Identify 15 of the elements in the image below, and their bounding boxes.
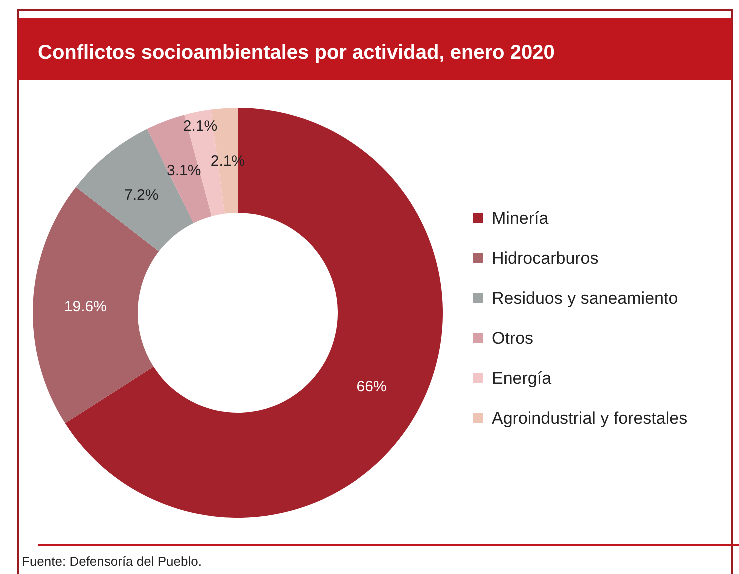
donut-slice <box>65 108 443 518</box>
legend-label: Hidrocarburos <box>492 248 599 268</box>
legend-label: Minería <box>492 208 550 228</box>
donut-slice <box>33 187 160 424</box>
data-label: 19.6% <box>64 298 107 316</box>
data-label: 7.2% <box>124 187 159 204</box>
legend-label: Energía <box>492 368 552 388</box>
legend-label: Residuos y saneamiento <box>492 288 678 308</box>
legend-label: Otros <box>492 328 534 348</box>
legend-label: Agroindustrial y forestales <box>492 408 688 428</box>
data-label: 2.1% <box>183 118 218 135</box>
data-label: 3.1% <box>167 162 202 180</box>
chart-title: Conflictos socioambientales por actividad, enero 2020 <box>38 42 555 64</box>
source-note: Fuente: Defensoría del Pueblo. <box>22 554 202 569</box>
data-label: 66% <box>356 378 387 396</box>
